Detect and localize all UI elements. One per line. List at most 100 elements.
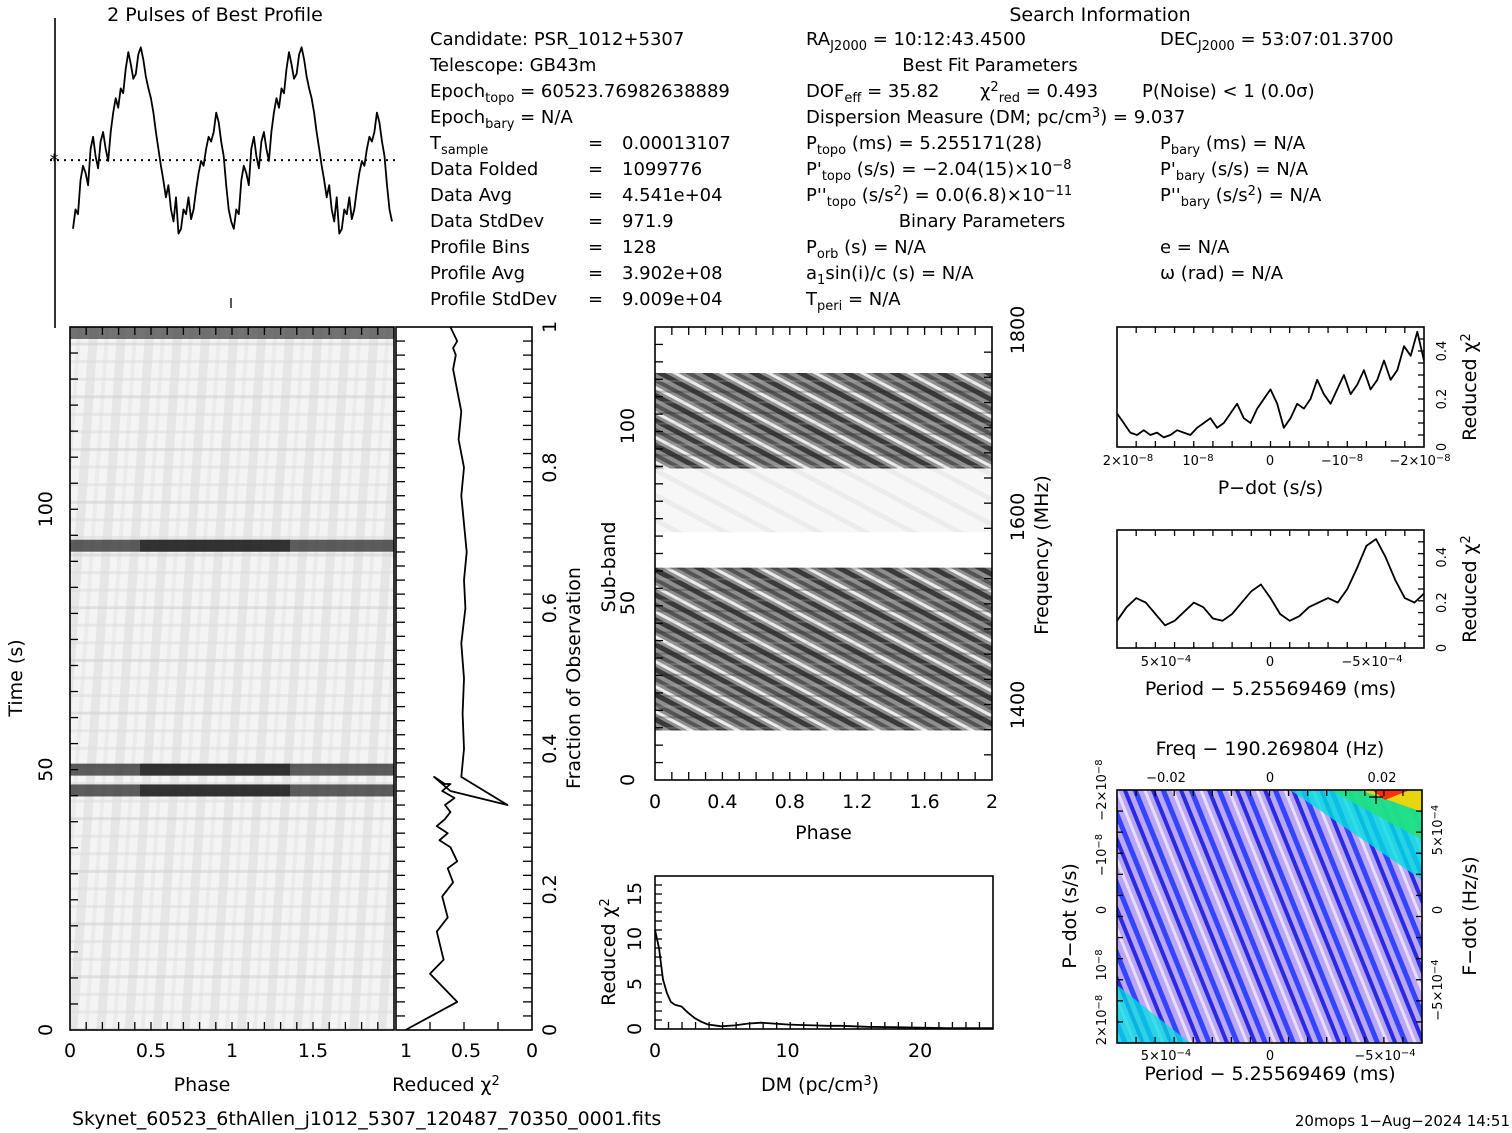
period-chi2-frame <box>1116 529 1425 649</box>
time-phase-heatmap <box>70 327 394 1030</box>
time-chi2-xtick-label: 0.5 <box>451 1040 481 1062</box>
info-dof: DOFeff = 35.82 <box>806 81 939 106</box>
ppdot-xtick-label: 5×10−4 <box>1141 1048 1191 1065</box>
info-profile-stddev-value: 9.009e+04 <box>622 289 723 310</box>
subband-row <box>655 726 992 729</box>
dm-chi2-xtick-label: 10 <box>775 1040 799 1062</box>
info-pdot-topo: P'topo (s/s) = −2.04(15)×10−8 <box>806 158 1071 183</box>
time-phase-row <box>70 377 394 381</box>
subband-active-band <box>655 567 992 731</box>
time-phase-row <box>70 781 394 785</box>
dm-chi2-ylabel: Reduced χ2 <box>598 898 620 1006</box>
subband-ytick-label: 50 <box>617 591 639 615</box>
subband-xtick-label: 0 <box>649 791 661 813</box>
time-phase-row <box>70 571 394 575</box>
profile-curve <box>72 46 393 235</box>
info-ra: RAJ2000 = 10:12:43.4500 <box>806 29 1026 54</box>
period-chi2-ylabel: Reduced χ2 <box>1459 535 1481 643</box>
ppdot-x2label: Freq − 190.269804 (Hz) <box>1156 738 1385 760</box>
time-chi2-ytick-label: 0.6 <box>539 593 561 623</box>
time-phase-row <box>70 817 394 821</box>
subband-row <box>655 401 992 404</box>
subband-y2label: Frequency (MHz) <box>1031 475 1053 635</box>
info-data-avg-label: Data Avg <box>430 185 512 206</box>
subband-row <box>655 673 992 676</box>
time-phase-row <box>70 711 394 715</box>
period-chi2-xtick-label: 5×10−4 <box>1141 654 1191 671</box>
time-phase-row <box>70 957 394 961</box>
subband-row <box>655 433 992 436</box>
ppdot-ytick-label: −10−8 <box>1094 834 1111 876</box>
time-chi2-curve <box>405 326 509 1031</box>
info-data-stddev-eq: = <box>588 211 603 232</box>
ppdot-ytick-label: 0 <box>1095 906 1110 914</box>
ppdot-xlabel: Period − 5.25569469 (ms) <box>1144 1063 1395 1085</box>
info-candidate: Candidate: PSR_1012+5307 <box>430 29 684 50</box>
footer-filename: Skynet_60523_6thAllen_j1012_5307_120487_… <box>72 1108 661 1130</box>
info-chi2-red: χ2red = 0.493 <box>980 80 1098 105</box>
subband-xtick-label: 0.4 <box>707 791 737 813</box>
time-phase-bright-row-peak <box>140 763 290 776</box>
time-chi2-xtick-label: 0 <box>526 1040 538 1062</box>
info-data-folded-label: Data Folded <box>430 159 538 180</box>
ppdot-ytick-label: −2×10−8 <box>1094 759 1111 820</box>
dm-chi2-ytick-label: 5 <box>624 978 646 990</box>
info-epoch-bary: Epochbary = N/A <box>430 107 573 132</box>
period-chi2-ytick-label: 0.2 <box>1435 592 1450 613</box>
subband-row <box>655 411 992 414</box>
info-p-bary: Pbary (ms) = N/A <box>1160 133 1306 158</box>
ppdot-ylabel: P−dot (s/s) <box>1059 863 1081 969</box>
info-p-topo: Ptopo (ms) = 5.255171(28) <box>806 133 1042 158</box>
time-chi2-ytick-label: 0.8 <box>539 452 561 482</box>
period-chi2-ytick-label: 0.4 <box>1435 547 1450 568</box>
time-phase-ylabel: Time (s) <box>5 639 27 717</box>
info-data-folded-value: 1099776 <box>622 159 702 180</box>
time-phase-row <box>70 483 394 487</box>
info-a1sini: a1sin(i)/c (s) = N/A <box>806 263 974 288</box>
ppdot-y2tick-label: 0 <box>1431 906 1446 914</box>
period-chi2-xtick-label: 0 <box>1266 655 1274 670</box>
time-chi2-ytick-label: 0.4 <box>539 734 561 764</box>
time-phase-bright-row-peak <box>140 539 290 552</box>
subband-ylabel: Sub-band <box>598 522 620 613</box>
period-chi2-ytick-label: 0 <box>1435 644 1450 652</box>
info-data-avg-eq: = <box>588 185 603 206</box>
time-phase-row <box>70 395 394 399</box>
subband-row <box>655 652 992 655</box>
time-phase-row <box>70 658 394 662</box>
subband-row <box>655 695 992 698</box>
info-profile-bins-value: 128 <box>622 237 656 258</box>
info-profile-bins-eq: = <box>588 237 603 258</box>
info-dm: Dispersion Measure (DM; pc/cm3) = 9.037 <box>806 106 1185 128</box>
period-chi2-xlabel: Period − 5.25569469 (ms) <box>1145 678 1396 700</box>
info-profile-avg-label: Profile Avg <box>430 263 525 284</box>
info-telescope: Telescope: GB43m <box>429 55 596 76</box>
time-phase-ytick-label: 100 <box>35 491 57 527</box>
info-data-stddev-label: Data StdDev <box>430 211 545 232</box>
best-fit-title: Best Fit Parameters <box>902 55 1077 76</box>
subband-row <box>655 567 992 570</box>
info-dec: DECJ2000 = 53:07:01.3700 <box>1160 29 1394 54</box>
ppdot-x2tick-label: −0.02 <box>1146 771 1186 786</box>
info-profile-avg-value: 3.902e+08 <box>622 263 723 284</box>
subband-y2tick-label: 1600 <box>1007 493 1029 541</box>
pdot-chi2-xtick-label: 0 <box>1266 454 1274 469</box>
info-t-sample-value: 0.00013107 <box>622 133 731 154</box>
info-profile-stddev-eq: = <box>588 289 603 310</box>
time-chi2-ytick-label: 1 <box>539 321 561 333</box>
time-chi2-xlabel: Reduced χ2 <box>392 1074 500 1096</box>
subband-row <box>655 422 992 425</box>
time-chi2-ylabel: Fraction of Observation <box>563 567 585 789</box>
subband-faint-band <box>655 468 992 533</box>
time-phase-row <box>70 641 394 645</box>
time-phase-row <box>70 500 394 504</box>
ppdot-y2tick-label: −5×10−4 <box>1430 959 1447 1020</box>
dm-chi2-ytick-label: 15 <box>624 882 646 906</box>
info-profile-bins-label: Profile Bins <box>430 237 530 258</box>
time-phase-bright-row-peak <box>140 784 290 797</box>
time-phase-row <box>70 694 394 698</box>
info-omega: ω (rad) = N/A <box>1160 263 1284 284</box>
dm-chi2-xlabel: DM (pc/cm3) <box>761 1074 879 1096</box>
subband-ytick-label: 100 <box>617 408 639 444</box>
